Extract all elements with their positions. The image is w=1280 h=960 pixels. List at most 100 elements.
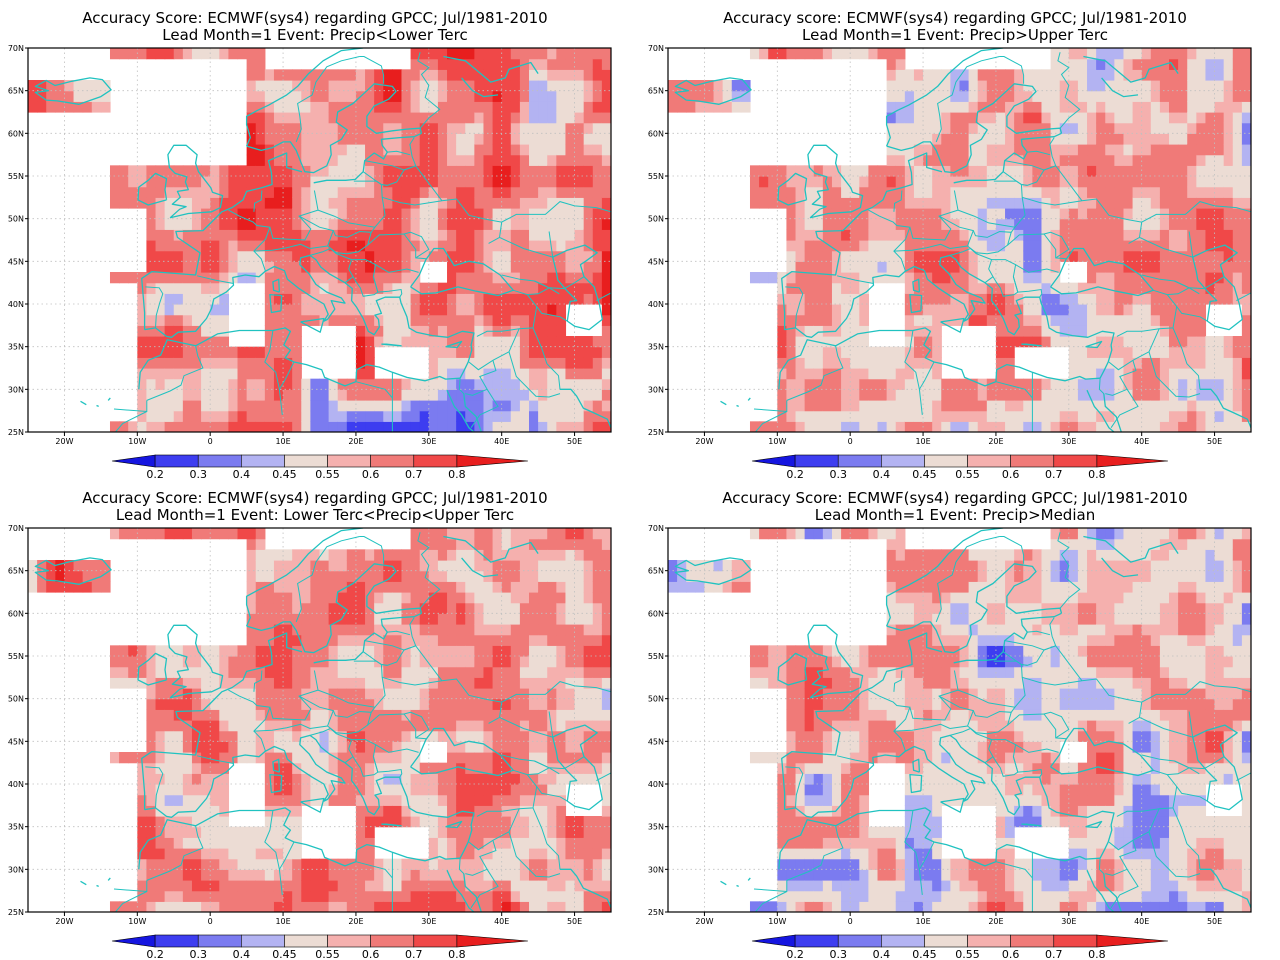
lat-tick-label: 35N [648, 823, 664, 832]
map-panel-above-median: 20W 10W 0 10E 20E 30E 40E 50E 70N 65N 60N 55N 50N 45N… [640, 480, 1280, 960]
colorbar-label: 0.3 [829, 948, 847, 960]
colorbar-swatch [1053, 934, 1098, 948]
colorbar-swatch [456, 934, 529, 948]
colorbar-label: 0.45 [272, 948, 297, 960]
colorbar-label: 0.8 [1088, 468, 1106, 480]
lat-tick-label: 30N [648, 385, 664, 394]
lat-tick-label: 65N [648, 87, 664, 96]
colorbar-label: 0.3 [189, 468, 207, 480]
lat-tick-label: 50N [648, 695, 664, 704]
lat-tick-label: 60N [8, 129, 24, 138]
colorbar-swatch [197, 454, 242, 468]
lat-tick-label: 50N [648, 215, 664, 224]
map-panel-middle-tercile: 20W 10W 0 10E 20E 30E 40E 50E 70N 65N 60N 55N 50N 45N… [0, 480, 640, 960]
colorbar-label: 0.7 [1045, 468, 1063, 480]
lon-tick-label: 20E [348, 437, 363, 446]
accuracy-field [668, 528, 1251, 912]
colorbar-swatch [284, 454, 328, 468]
plot-frame [667, 47, 1252, 433]
lat-tick-label: 45N [648, 737, 664, 746]
lat-tick-label: 70N [8, 44, 24, 53]
lat-tick-label: 55N [8, 652, 24, 661]
lon-tick-label: 30E [421, 437, 436, 446]
map-svg: 20W 10W 0 10E 20E 30E 40E 50E 70N 65N 60N 55N 50N 45N… [8, 524, 612, 960]
colorbar-label: 0.8 [448, 468, 466, 480]
lat-tick-label: 70N [648, 44, 664, 53]
lat-tick-label: 55N [648, 172, 664, 181]
colorbar-label: 0.8 [1088, 948, 1106, 960]
lat-tick-label: 30N [648, 865, 664, 874]
lat-tick-label: 25N [8, 908, 24, 917]
colorbar-swatch [967, 934, 1011, 948]
lat-tick-label: 65N [8, 567, 24, 576]
lon-tick-label: 50E [567, 917, 582, 926]
colorbar-swatch [197, 934, 242, 948]
colorbar-swatch [413, 934, 458, 948]
lat-tick-label: 25N [648, 908, 664, 917]
lat-tick-label: 40N [8, 300, 24, 309]
panel-title-line1: Accuracy Score: ECMWF(sys4) regarding GP… [82, 489, 548, 507]
lon-tick-label: 30E [1061, 917, 1076, 926]
colorbar-label: 0.55 [315, 948, 340, 960]
colorbar-label: 0.2 [786, 468, 804, 480]
lon-tick-label: 10W [768, 917, 786, 926]
lon-tick-label: 40E [1134, 437, 1149, 446]
lat-tick-label: 65N [8, 87, 24, 96]
colorbar-label: 0.7 [405, 468, 423, 480]
colorbar-label: 0.45 [912, 948, 937, 960]
country-borders [113, 52, 611, 432]
lat-tick-label: 50N [8, 215, 24, 224]
colorbar-label: 0.4 [873, 948, 891, 960]
lon-tick-label: 50E [1207, 917, 1222, 926]
colorbar-label: 0.3 [829, 468, 847, 480]
colorbar-label: 0.2 [146, 948, 164, 960]
graticule [668, 48, 1251, 432]
lat-tick-label: 25N [648, 428, 664, 437]
colorbar-label: 0.55 [315, 468, 340, 480]
colorbar-swatch [413, 454, 458, 468]
lon-tick-label: 40E [1134, 917, 1149, 926]
lon-tick-label: 10E [915, 917, 930, 926]
graticule [28, 528, 611, 912]
lon-tick-label: 20W [55, 437, 73, 446]
plot-frame [667, 527, 1252, 913]
graticule [668, 528, 1251, 912]
colorbar-swatch [370, 934, 415, 948]
lat-tick-label: 55N [648, 652, 664, 661]
colorbar: 0.2 0.3 0.4 0.45 0.55 0.6 0.7 0.8 [111, 454, 529, 480]
colorbar-swatch [924, 934, 968, 948]
lat-tick-label: 70N [648, 524, 664, 533]
colorbar-label: 0.8 [448, 948, 466, 960]
colorbar: 0.2 0.3 0.4 0.45 0.55 0.6 0.7 0.8 [111, 934, 529, 960]
colorbar-swatch [881, 454, 925, 468]
lat-tick-label: 45N [648, 257, 664, 266]
colorbar-label: 0.4 [233, 468, 251, 480]
colorbar-label: 0.6 [362, 468, 380, 480]
panel-title-line2: Lead Month=1 Event: Precip>Upper Terc [802, 26, 1108, 44]
colorbar-label: 0.7 [405, 948, 423, 960]
lon-tick-label: 10W [128, 917, 146, 926]
lat-tick-label: 35N [648, 343, 664, 352]
accuracy-field [668, 48, 1251, 432]
colorbar-label: 0.4 [873, 468, 891, 480]
colorbar-swatch [284, 934, 328, 948]
country-borders [113, 532, 611, 912]
colorbar-label: 0.4 [233, 948, 251, 960]
lon-tick-label: 20E [988, 437, 1003, 446]
lat-tick-label: 30N [8, 865, 24, 874]
colorbar: 0.2 0.3 0.4 0.45 0.55 0.6 0.7 0.8 [751, 934, 1169, 960]
colorbar-swatch [1010, 934, 1055, 948]
lat-tick-label: 55N [8, 172, 24, 181]
colorbar-swatch [881, 934, 925, 948]
lat-tick-label: 45N [8, 737, 24, 746]
lon-tick-label: 20W [695, 437, 713, 446]
panel-title-line2: Lead Month=1 Event: Precip<Lower Terc [162, 26, 468, 44]
lon-tick-label: 0 [848, 917, 853, 926]
map-svg: 20W 10W 0 10E 20E 30E 40E 50E 70N 65N 60N 55N 50N 45N… [8, 44, 612, 480]
map-panel-upper-tercile: 20W 10W 0 10E 20E 30E 40E 50E 70N 65N 60N 55N 50N 45N… [640, 0, 1280, 480]
colorbar-swatch [794, 454, 839, 468]
colorbar-swatch [794, 934, 839, 948]
colorbar-swatch [327, 454, 371, 468]
lon-tick-label: 0 [848, 437, 853, 446]
colorbar-swatch [1010, 454, 1055, 468]
